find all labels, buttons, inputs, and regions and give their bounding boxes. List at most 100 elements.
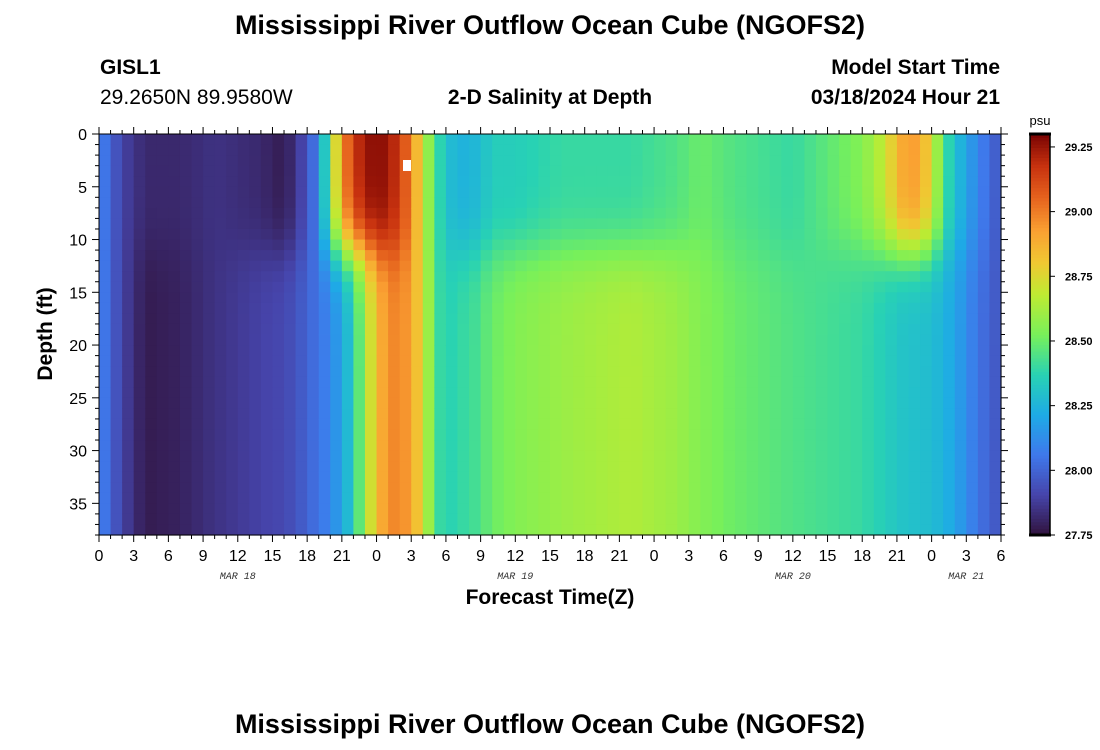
heatmap-cell <box>700 302 713 314</box>
heatmap-cell <box>145 302 158 314</box>
heatmap-cell <box>469 440 482 452</box>
heatmap-cell <box>977 207 991 220</box>
heatmap-cell <box>584 292 597 304</box>
heatmap-cell <box>792 440 806 452</box>
heatmap-cell <box>989 471 1002 483</box>
heatmap-cell <box>318 323 331 336</box>
heatmap-cell <box>330 334 343 346</box>
heatmap-cell <box>399 323 412 336</box>
heatmap-cell <box>896 450 910 462</box>
heatmap-cell <box>688 207 701 220</box>
colorbar-segment <box>1030 354 1050 359</box>
heatmap-cell <box>203 281 216 293</box>
heatmap-cell <box>145 471 158 483</box>
heatmap-cell <box>885 461 898 473</box>
heatmap-cell <box>619 197 632 209</box>
heatmap-cell <box>908 408 921 420</box>
heatmap-cell <box>954 302 967 314</box>
heatmap-cell <box>596 144 609 156</box>
heatmap-cell <box>885 207 898 220</box>
heatmap-cell <box>723 313 736 325</box>
heatmap-cell <box>364 418 378 431</box>
heatmap-cell <box>839 450 852 462</box>
heatmap-cell <box>191 345 204 357</box>
heatmap-cell <box>99 524 112 536</box>
heatmap-cell <box>908 397 921 409</box>
heatmap-cell <box>318 186 331 198</box>
heatmap-cell <box>457 323 470 336</box>
heatmap-cell <box>179 418 193 431</box>
heatmap-cell <box>469 513 482 526</box>
heatmap-cell <box>445 155 459 167</box>
heatmap-cell <box>399 524 412 536</box>
heatmap-cell <box>480 144 493 156</box>
heatmap-cell <box>341 228 355 241</box>
heatmap-cell <box>203 271 216 283</box>
heatmap-cell <box>850 408 863 420</box>
x-tick-label: 18 <box>576 548 594 565</box>
heatmap-cell <box>885 397 898 409</box>
heatmap-cell <box>457 366 470 378</box>
heatmap-cell <box>619 134 632 146</box>
heatmap-cell <box>364 197 378 209</box>
heatmap-cell <box>596 186 609 198</box>
heatmap-cell <box>827 134 840 146</box>
colorbar-segment <box>1030 418 1050 422</box>
heatmap-cell <box>492 239 505 251</box>
heatmap-cell <box>943 461 956 473</box>
heatmap-cell <box>977 418 991 431</box>
heatmap-cell <box>630 165 644 177</box>
heatmap-cell <box>758 418 771 431</box>
heatmap-cell <box>596 292 609 304</box>
heatmap-cell <box>515 429 528 441</box>
heatmap-cell <box>145 186 158 198</box>
heatmap-cell <box>307 376 320 388</box>
heatmap-cell <box>260 482 274 494</box>
heatmap-cell <box>931 176 944 188</box>
heatmap-cell <box>445 450 459 462</box>
heatmap-cell <box>330 461 343 473</box>
heatmap-cell <box>827 176 840 188</box>
heatmap-cell <box>99 355 112 367</box>
heatmap-cell <box>422 429 435 441</box>
heatmap-cell <box>341 197 355 209</box>
heatmap-cell <box>584 323 597 336</box>
heatmap-cell <box>839 165 852 177</box>
heatmap-cell <box>341 323 355 336</box>
heatmap-cell <box>399 334 412 346</box>
heatmap-cell <box>526 461 540 473</box>
heatmap-cell <box>295 376 308 388</box>
heatmap-cell <box>607 292 620 304</box>
heatmap-cell <box>260 292 274 304</box>
heatmap-cell <box>966 239 979 251</box>
heatmap-cell <box>711 334 725 346</box>
heatmap-cell <box>839 418 852 431</box>
colorbar-segment <box>1030 401 1050 406</box>
heatmap-cell <box>214 408 227 420</box>
heatmap-cell <box>388 207 401 220</box>
heatmap-cell <box>457 228 470 241</box>
heatmap-cell <box>399 397 412 409</box>
heatmap-cell <box>931 440 944 452</box>
colorbar-segment <box>1030 207 1050 212</box>
colorbar-segment <box>1030 337 1050 342</box>
heatmap-cell <box>480 503 493 515</box>
heatmap-cell <box>330 250 343 262</box>
heatmap-cell <box>665 250 678 262</box>
heatmap-cell <box>873 176 886 188</box>
heatmap-cell <box>122 144 135 156</box>
heatmap-cell <box>457 440 470 452</box>
heatmap-cell <box>746 408 759 420</box>
heatmap-cell <box>318 492 331 504</box>
heatmap-cell <box>758 144 771 156</box>
heatmap-cell <box>931 429 944 441</box>
heatmap-cell <box>237 176 250 188</box>
heatmap-cell <box>561 376 574 388</box>
heatmap-cell <box>908 376 921 388</box>
heatmap-cell <box>827 397 840 409</box>
heatmap-cell <box>179 366 193 378</box>
heatmap-cell <box>989 218 1002 230</box>
heatmap-cell <box>237 239 250 251</box>
heatmap-cell <box>526 450 540 462</box>
heatmap-cell <box>295 250 308 262</box>
